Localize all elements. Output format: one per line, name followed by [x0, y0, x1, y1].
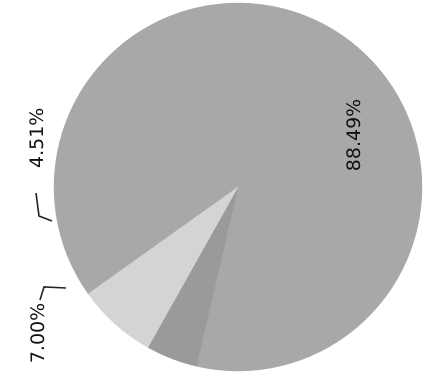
slice-label-1: 88.49% [343, 99, 365, 171]
slice-label-2: 4.51% [26, 108, 48, 168]
leader-line-slice-3 [39, 286, 67, 301]
leader-line-slice-2 [35, 192, 53, 222]
slice-label-3: 7.00% [27, 303, 49, 363]
pie-slice-3 [87, 186, 239, 348]
